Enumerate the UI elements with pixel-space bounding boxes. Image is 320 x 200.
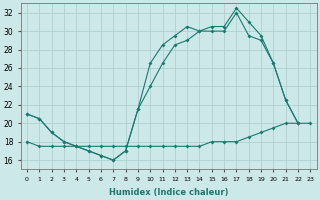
X-axis label: Humidex (Indice chaleur): Humidex (Indice chaleur) [109,188,228,197]
